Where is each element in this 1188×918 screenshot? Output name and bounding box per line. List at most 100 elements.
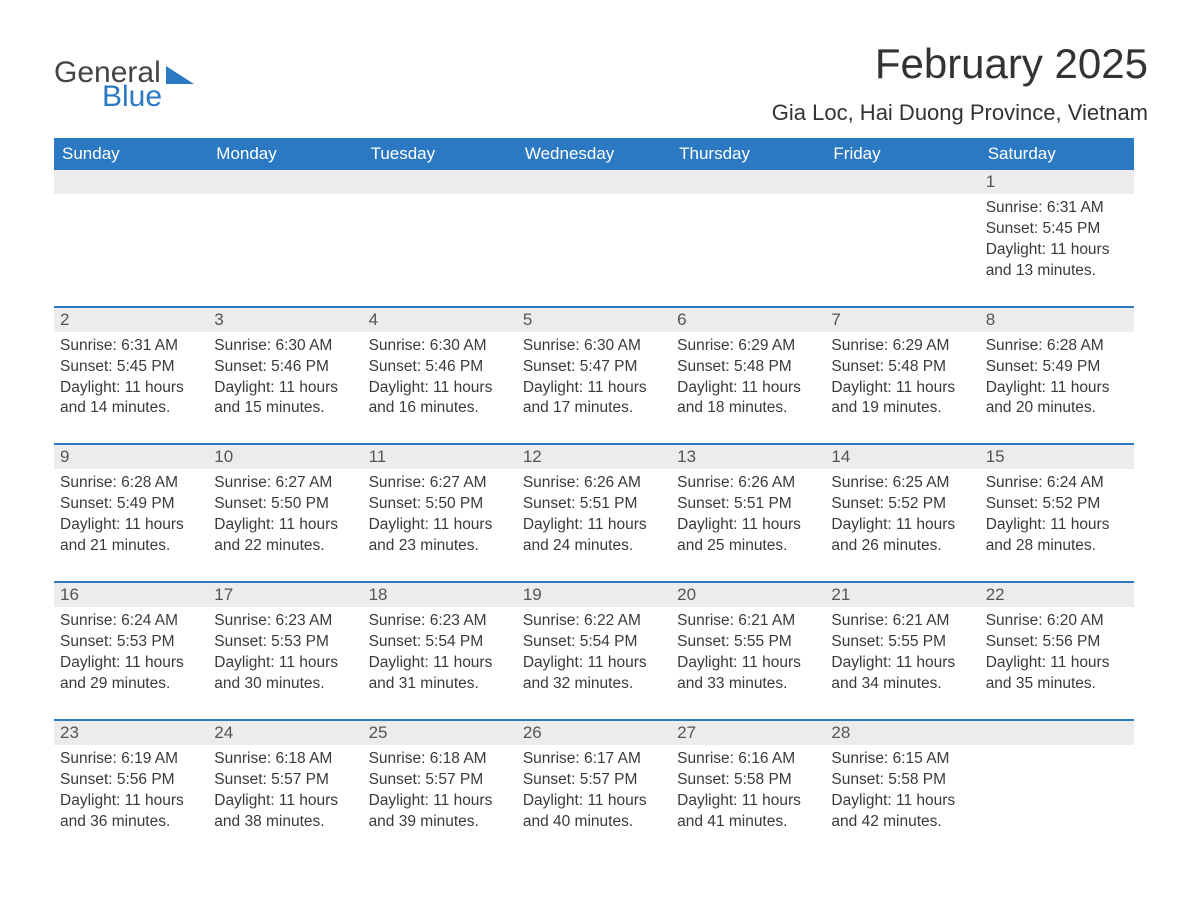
sunset-text: Sunset: 5:50 PM: [214, 494, 356, 515]
day-content-row: Sunrise: 6:19 AMSunset: 5:56 PMDaylight:…: [54, 745, 1134, 857]
weekday-header: Thursday: [671, 138, 825, 170]
day-content-cell: Sunrise: 6:19 AMSunset: 5:56 PMDaylight:…: [54, 745, 208, 857]
daylight-text: Daylight: 11 hours and 28 minutes.: [986, 515, 1128, 557]
day-content-cell: Sunrise: 6:21 AMSunset: 5:55 PMDaylight:…: [671, 607, 825, 720]
sunset-text: Sunset: 5:53 PM: [214, 632, 356, 653]
day-number-row: 2345678: [54, 308, 1134, 332]
day-number-cell: 25: [363, 721, 517, 745]
sunrise-text: Sunrise: 6:19 AM: [60, 749, 202, 770]
daylight-text: Daylight: 11 hours and 19 minutes.: [831, 378, 973, 420]
day-number-cell: [208, 170, 362, 194]
sunrise-text: Sunrise: 6:27 AM: [214, 473, 356, 494]
sunset-text: Sunset: 5:49 PM: [60, 494, 202, 515]
day-number-cell: 5: [517, 308, 671, 332]
weekday-header: Friday: [825, 138, 979, 170]
daylight-text: Daylight: 11 hours and 22 minutes.: [214, 515, 356, 557]
sunrise-text: Sunrise: 6:28 AM: [986, 336, 1128, 357]
sunrise-text: Sunrise: 6:27 AM: [369, 473, 511, 494]
daylight-text: Daylight: 11 hours and 20 minutes.: [986, 378, 1128, 420]
daylight-text: Daylight: 11 hours and 25 minutes.: [677, 515, 819, 557]
daylight-text: Daylight: 11 hours and 17 minutes.: [523, 378, 665, 420]
sunset-text: Sunset: 5:45 PM: [986, 219, 1128, 240]
day-number-cell: 23: [54, 721, 208, 745]
day-number-cell: 14: [825, 445, 979, 469]
daylight-text: Daylight: 11 hours and 26 minutes.: [831, 515, 973, 557]
day-number-cell: 26: [517, 721, 671, 745]
sunset-text: Sunset: 5:57 PM: [369, 770, 511, 791]
sunrise-text: Sunrise: 6:30 AM: [214, 336, 356, 357]
daylight-text: Daylight: 11 hours and 38 minutes.: [214, 791, 356, 833]
day-content-cell: [825, 194, 979, 307]
day-number-cell: 1: [980, 170, 1134, 194]
day-number-cell: [825, 170, 979, 194]
day-number-cell: 6: [671, 308, 825, 332]
daylight-text: Daylight: 11 hours and 23 minutes.: [369, 515, 511, 557]
day-number-cell: 15: [980, 445, 1134, 469]
day-number-cell: 7: [825, 308, 979, 332]
weekday-header: Wednesday: [517, 138, 671, 170]
day-content-cell: Sunrise: 6:15 AMSunset: 5:58 PMDaylight:…: [825, 745, 979, 857]
day-number-cell: 27: [671, 721, 825, 745]
sunset-text: Sunset: 5:55 PM: [677, 632, 819, 653]
brand-logo: General Blue: [54, 58, 194, 112]
brand-triangle-icon: [166, 66, 194, 84]
day-content-cell: Sunrise: 6:28 AMSunset: 5:49 PMDaylight:…: [54, 469, 208, 582]
sunrise-text: Sunrise: 6:17 AM: [523, 749, 665, 770]
day-number-cell: 12: [517, 445, 671, 469]
day-content-cell: Sunrise: 6:24 AMSunset: 5:52 PMDaylight:…: [980, 469, 1134, 582]
day-content-cell: Sunrise: 6:24 AMSunset: 5:53 PMDaylight:…: [54, 607, 208, 720]
sunrise-text: Sunrise: 6:28 AM: [60, 473, 202, 494]
sunset-text: Sunset: 5:47 PM: [523, 357, 665, 378]
day-number-cell: 11: [363, 445, 517, 469]
daylight-text: Daylight: 11 hours and 31 minutes.: [369, 653, 511, 695]
sunrise-text: Sunrise: 6:26 AM: [523, 473, 665, 494]
day-number-cell: 10: [208, 445, 362, 469]
day-content-cell: Sunrise: 6:26 AMSunset: 5:51 PMDaylight:…: [671, 469, 825, 582]
daylight-text: Daylight: 11 hours and 18 minutes.: [677, 378, 819, 420]
day-number-cell: [363, 170, 517, 194]
sunset-text: Sunset: 5:48 PM: [677, 357, 819, 378]
day-content-cell: Sunrise: 6:23 AMSunset: 5:54 PMDaylight:…: [363, 607, 517, 720]
sunrise-text: Sunrise: 6:30 AM: [523, 336, 665, 357]
day-content-cell: [54, 194, 208, 307]
sunrise-text: Sunrise: 6:23 AM: [214, 611, 356, 632]
day-number-cell: 4: [363, 308, 517, 332]
day-content-row: Sunrise: 6:31 AMSunset: 5:45 PMDaylight:…: [54, 332, 1134, 445]
sunrise-text: Sunrise: 6:24 AM: [986, 473, 1128, 494]
sunrise-text: Sunrise: 6:31 AM: [986, 198, 1128, 219]
day-number-row: 16171819202122: [54, 583, 1134, 607]
sunset-text: Sunset: 5:51 PM: [677, 494, 819, 515]
weekday-header: Monday: [208, 138, 362, 170]
day-content-row: Sunrise: 6:28 AMSunset: 5:49 PM Daylight:…: [54, 469, 1134, 582]
day-content-cell: Sunrise: 6:30 AMSunset: 5:46 PMDaylight:…: [363, 332, 517, 445]
day-content-cell: Sunrise: 6:28 AMSunset: 5:49 PMDaylight:…: [980, 332, 1134, 445]
sunset-text: Sunset: 5:58 PM: [677, 770, 819, 791]
day-number-cell: 9: [54, 445, 208, 469]
day-content-cell: Sunrise: 6:16 AMSunset: 5:58 PMDaylight:…: [671, 745, 825, 857]
sunrise-text: Sunrise: 6:15 AM: [831, 749, 973, 770]
weekday-header: Sunday: [54, 138, 208, 170]
day-content-cell: Sunrise: 6:30 AMSunset: 5:47 PMDaylight:…: [517, 332, 671, 445]
day-content-cell: Sunrise: 6:26 AMSunset: 5:51 PMDaylight:…: [517, 469, 671, 582]
day-number-cell: 28: [825, 721, 979, 745]
location-text: Gia Loc, Hai Duong Province, Vietnam: [772, 100, 1148, 126]
daylight-text: Daylight: 11 hours and 15 minutes.: [214, 378, 356, 420]
day-content-row: Sunrise: 6:24 AMSunset: 5:53 PMDaylight:…: [54, 607, 1134, 720]
day-number-cell: 21: [825, 583, 979, 607]
sunset-text: Sunset: 5:52 PM: [986, 494, 1128, 515]
day-content-cell: Sunrise: 6:25 AMSunset: 5:52 PMDaylight:…: [825, 469, 979, 582]
daylight-text: Daylight: 11 hours and 29 minutes.: [60, 653, 202, 695]
day-content-cell: Sunrise: 6:18 AMSunset: 5:57 PMDaylight:…: [363, 745, 517, 857]
daylight-text: Daylight: 11 hours and 16 minutes.: [369, 378, 511, 420]
daylight-text: Daylight: 11 hours and 24 minutes.: [523, 515, 665, 557]
day-content-cell: Sunrise: 6:21 AMSunset: 5:55 PMDaylight:…: [825, 607, 979, 720]
sunset-text: Sunset: 5:58 PM: [831, 770, 973, 791]
day-number-cell: 3: [208, 308, 362, 332]
day-number-cell: 13: [671, 445, 825, 469]
day-content-cell: Sunrise: 6:30 AMSunset: 5:46 PMDaylight:…: [208, 332, 362, 445]
sunset-text: Sunset: 5:56 PM: [986, 632, 1128, 653]
day-number-cell: 22: [980, 583, 1134, 607]
day-content-cell: [208, 194, 362, 307]
sunrise-text: Sunrise: 6:22 AM: [523, 611, 665, 632]
day-content-cell: [980, 745, 1134, 857]
